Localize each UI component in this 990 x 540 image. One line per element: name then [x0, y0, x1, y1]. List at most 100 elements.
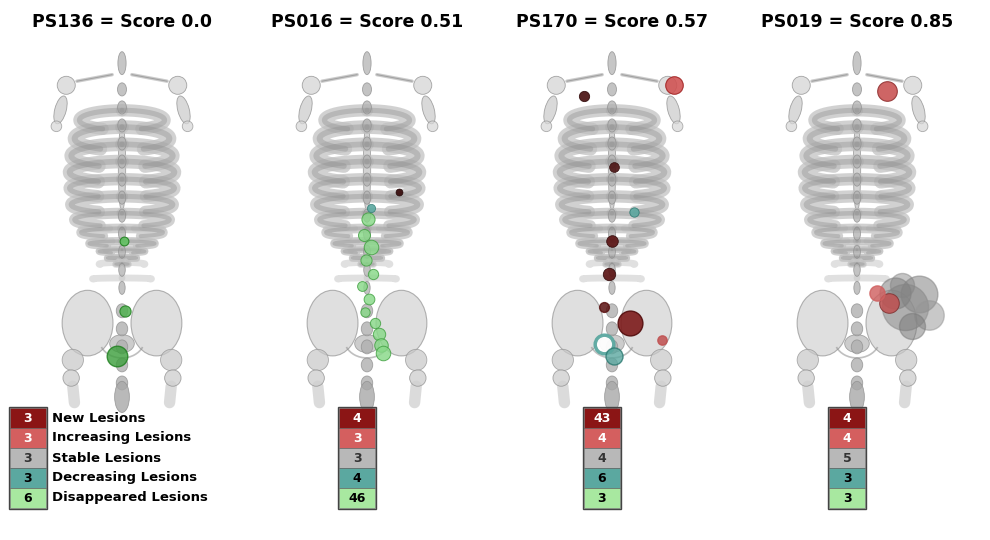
- Point: [360, 214, 376, 223]
- Ellipse shape: [606, 322, 618, 336]
- Ellipse shape: [606, 358, 618, 372]
- Point: [894, 280, 910, 289]
- Ellipse shape: [62, 291, 113, 356]
- Text: 5: 5: [842, 451, 851, 464]
- Ellipse shape: [852, 119, 861, 132]
- Ellipse shape: [544, 96, 557, 124]
- Ellipse shape: [182, 121, 193, 132]
- Point: [604, 237, 620, 245]
- Ellipse shape: [852, 137, 861, 150]
- Point: [596, 302, 612, 311]
- Ellipse shape: [164, 370, 181, 386]
- Text: 3: 3: [24, 471, 33, 484]
- FancyBboxPatch shape: [339, 428, 375, 448]
- Ellipse shape: [116, 340, 128, 354]
- Ellipse shape: [307, 291, 358, 356]
- Ellipse shape: [363, 155, 371, 168]
- Ellipse shape: [168, 76, 187, 94]
- Point: [116, 237, 132, 245]
- Ellipse shape: [658, 76, 677, 94]
- Text: 3: 3: [24, 451, 33, 464]
- Ellipse shape: [609, 227, 616, 240]
- Point: [391, 187, 407, 196]
- Text: 4: 4: [352, 411, 361, 424]
- FancyBboxPatch shape: [10, 448, 46, 468]
- Text: 3: 3: [352, 451, 361, 464]
- Ellipse shape: [853, 209, 860, 222]
- FancyBboxPatch shape: [584, 408, 620, 428]
- Text: 46: 46: [348, 491, 365, 504]
- Ellipse shape: [852, 101, 861, 114]
- Ellipse shape: [609, 263, 615, 276]
- FancyBboxPatch shape: [829, 408, 865, 428]
- Ellipse shape: [307, 349, 329, 370]
- Text: PS019 = Score 0.85: PS019 = Score 0.85: [761, 13, 953, 31]
- Point: [109, 352, 125, 360]
- FancyBboxPatch shape: [584, 488, 620, 508]
- Ellipse shape: [608, 101, 617, 114]
- Point: [371, 329, 387, 338]
- Ellipse shape: [789, 96, 802, 124]
- Ellipse shape: [119, 122, 126, 212]
- Ellipse shape: [547, 76, 565, 94]
- Ellipse shape: [797, 291, 848, 356]
- Ellipse shape: [302, 76, 320, 94]
- Ellipse shape: [844, 335, 869, 353]
- Point: [373, 341, 389, 349]
- Ellipse shape: [363, 227, 370, 240]
- Ellipse shape: [299, 96, 312, 124]
- Ellipse shape: [116, 376, 128, 390]
- Ellipse shape: [53, 96, 67, 124]
- Ellipse shape: [608, 209, 616, 222]
- Point: [601, 269, 617, 278]
- Ellipse shape: [851, 340, 862, 354]
- FancyBboxPatch shape: [339, 468, 375, 488]
- Text: 3: 3: [598, 491, 606, 504]
- Ellipse shape: [51, 121, 61, 132]
- Point: [626, 208, 642, 217]
- Ellipse shape: [119, 263, 126, 276]
- Ellipse shape: [608, 137, 616, 150]
- Ellipse shape: [361, 358, 373, 372]
- Text: 4: 4: [842, 431, 851, 444]
- Ellipse shape: [363, 173, 371, 186]
- Ellipse shape: [853, 173, 861, 186]
- Ellipse shape: [866, 291, 917, 356]
- Ellipse shape: [606, 376, 618, 390]
- Ellipse shape: [116, 358, 128, 372]
- Text: 43: 43: [593, 411, 611, 424]
- Ellipse shape: [798, 370, 815, 386]
- Ellipse shape: [62, 349, 83, 370]
- Point: [911, 290, 927, 299]
- Point: [881, 298, 897, 307]
- Ellipse shape: [608, 155, 616, 168]
- Ellipse shape: [608, 52, 616, 75]
- Ellipse shape: [362, 101, 371, 114]
- Ellipse shape: [363, 52, 371, 75]
- Ellipse shape: [364, 281, 370, 294]
- Ellipse shape: [363, 122, 370, 212]
- Ellipse shape: [853, 122, 860, 212]
- Ellipse shape: [115, 381, 130, 413]
- FancyBboxPatch shape: [339, 488, 375, 508]
- FancyBboxPatch shape: [339, 408, 375, 428]
- Text: New Lesions: New Lesions: [52, 411, 146, 424]
- Point: [869, 288, 885, 297]
- Point: [887, 288, 903, 297]
- Ellipse shape: [606, 340, 618, 354]
- Ellipse shape: [118, 83, 127, 96]
- Text: 3: 3: [842, 471, 851, 484]
- Text: 4: 4: [598, 431, 606, 444]
- FancyBboxPatch shape: [584, 428, 620, 448]
- FancyBboxPatch shape: [829, 468, 865, 488]
- Ellipse shape: [606, 304, 618, 318]
- Ellipse shape: [786, 121, 797, 132]
- Point: [361, 294, 377, 303]
- Point: [879, 87, 895, 96]
- Text: 4: 4: [842, 411, 851, 424]
- Point: [596, 339, 612, 348]
- Ellipse shape: [410, 370, 426, 386]
- Text: 6: 6: [24, 491, 33, 504]
- Ellipse shape: [363, 137, 371, 150]
- Ellipse shape: [362, 119, 371, 132]
